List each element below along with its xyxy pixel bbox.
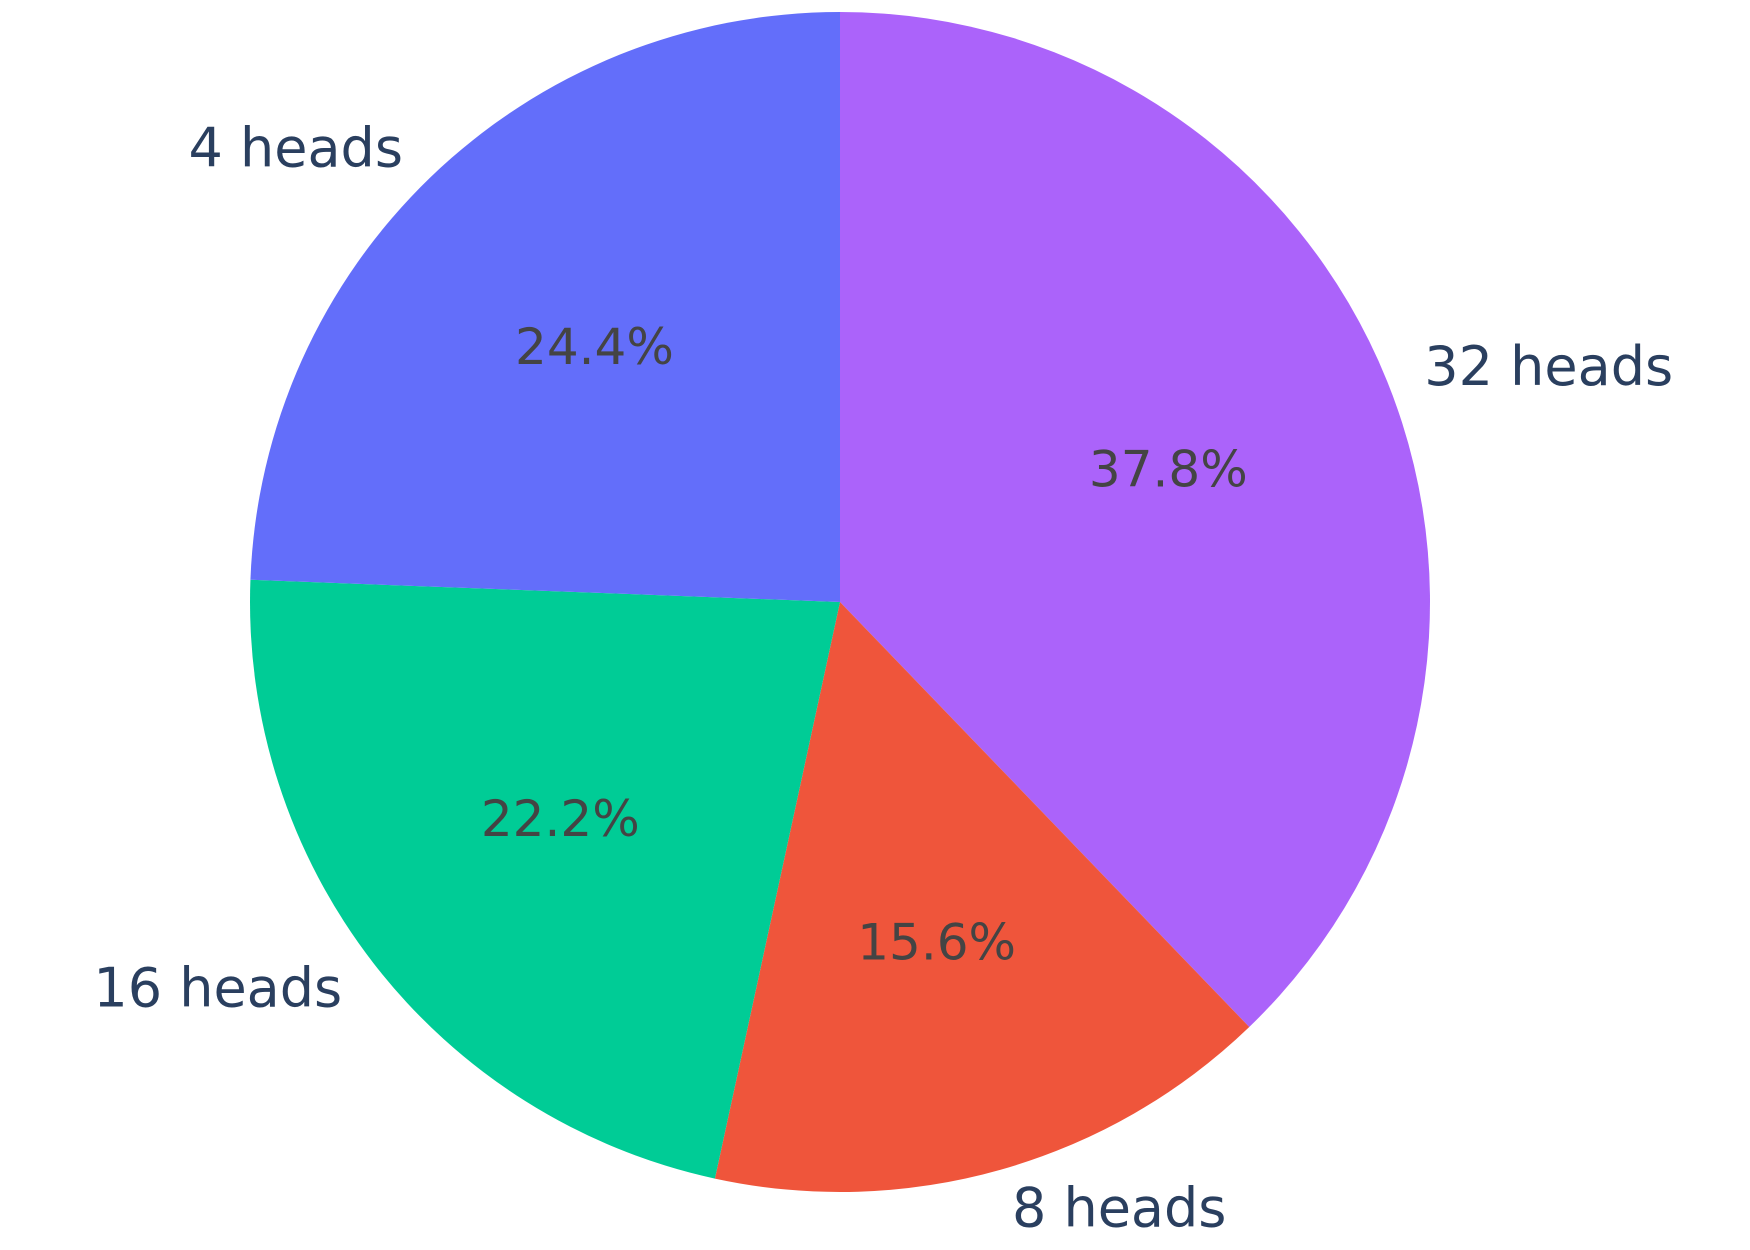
category-label-8-heads: 8 heads <box>1012 1177 1226 1240</box>
percent-label-16-heads: 22.2% <box>481 790 640 848</box>
category-label-32-heads: 32 heads <box>1424 335 1673 398</box>
pie-slice-4-heads[interactable] <box>250 12 841 602</box>
category-labels: 32 heads 8 heads 16 heads 4 heads <box>93 117 1673 1240</box>
percent-label-8-heads: 15.6% <box>857 914 1016 972</box>
pie-slice-32-heads[interactable] <box>840 12 1430 1027</box>
percent-label-32-heads: 37.8% <box>1089 441 1248 499</box>
pie-slice-16-heads[interactable] <box>250 579 841 1179</box>
pie-slice-8-heads[interactable] <box>714 602 1250 1192</box>
category-label-16-heads: 16 heads <box>93 957 342 1020</box>
category-label-4-heads: 4 heads <box>189 117 403 180</box>
pie-slices <box>250 12 1430 1192</box>
percent-labels: 37.8% 15.6% 22.2% 24.4% <box>481 318 1248 972</box>
percent-label-4-heads: 24.4% <box>515 318 674 376</box>
